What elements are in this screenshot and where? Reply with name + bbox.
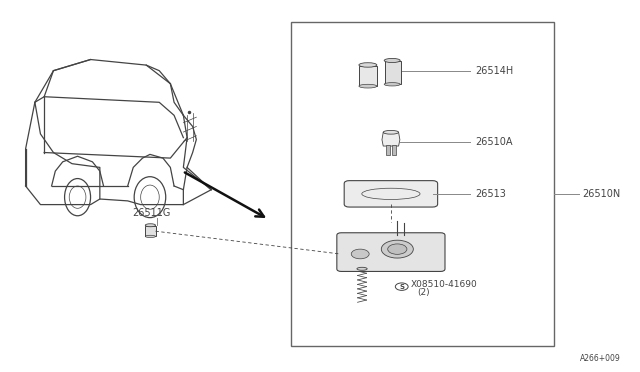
Text: S: S bbox=[399, 283, 404, 290]
Text: X08510-41690: X08510-41690 bbox=[411, 280, 477, 289]
Text: A266+009: A266+009 bbox=[580, 354, 621, 363]
Bar bbox=[385, 61, 401, 84]
Ellipse shape bbox=[383, 131, 399, 134]
Text: (2): (2) bbox=[418, 288, 430, 297]
Text: 26510N: 26510N bbox=[582, 189, 621, 199]
Ellipse shape bbox=[351, 249, 369, 259]
Text: 26513: 26513 bbox=[475, 189, 506, 199]
FancyBboxPatch shape bbox=[337, 233, 445, 272]
FancyBboxPatch shape bbox=[344, 181, 438, 207]
Polygon shape bbox=[382, 132, 400, 146]
Ellipse shape bbox=[388, 244, 407, 254]
Bar bbox=[291, 22, 554, 346]
Ellipse shape bbox=[359, 63, 377, 67]
Ellipse shape bbox=[381, 240, 413, 258]
Ellipse shape bbox=[359, 84, 377, 88]
Text: 26511G: 26511G bbox=[132, 208, 171, 218]
Ellipse shape bbox=[145, 224, 156, 227]
Bar bbox=[359, 66, 377, 86]
Bar bbox=[145, 226, 156, 237]
Bar bbox=[386, 145, 390, 155]
Ellipse shape bbox=[384, 58, 400, 62]
Text: 26514H: 26514H bbox=[475, 66, 513, 76]
Text: 26510A: 26510A bbox=[475, 137, 513, 147]
Bar bbox=[392, 145, 396, 155]
Ellipse shape bbox=[357, 267, 367, 270]
Ellipse shape bbox=[384, 83, 400, 86]
Ellipse shape bbox=[145, 235, 156, 238]
